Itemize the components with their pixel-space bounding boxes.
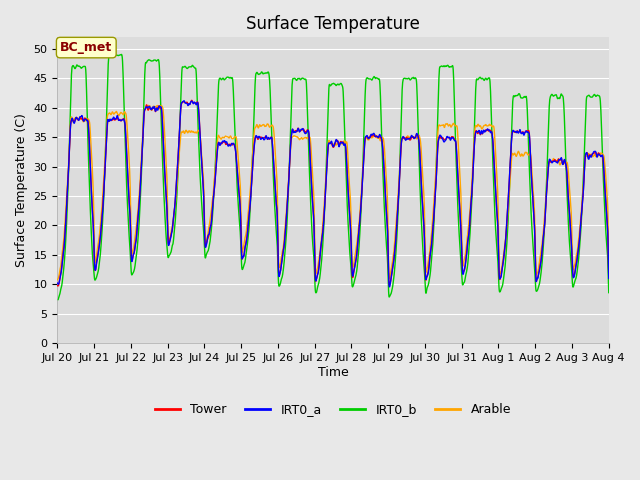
IRT0_a [349,272,357,277]
X-axis label: Time: Time [317,365,348,379]
Tower [188,97,196,103]
IRT0_b [118,51,125,57]
IRT0_b [605,290,612,296]
Tower [349,272,357,277]
Legend: Tower, IRT0_a, IRT0_b, Arable: Tower, IRT0_a, IRT0_b, Arable [150,398,516,421]
IRT0_a [54,280,61,286]
IRT0_a [605,276,612,281]
Tower [54,283,61,289]
Tower [494,220,502,226]
IRT0_a [207,219,215,225]
IRT0_b [572,276,580,282]
Arable [493,182,501,188]
Arable [605,256,612,262]
Tower [208,216,216,222]
Arable [556,162,564,168]
IRT0_b [54,297,61,302]
IRT0_a [362,135,369,141]
IRT0_b [362,86,369,92]
Tower [557,156,564,162]
Tower [362,135,369,141]
Tower [572,263,580,269]
Arable [362,136,369,142]
IRT0_a [385,284,393,290]
IRT0_b [208,224,216,229]
Arable [572,258,579,264]
Line: IRT0_a: IRT0_a [58,101,609,287]
Title: Surface Temperature: Surface Temperature [246,15,420,33]
IRT0_a [557,156,564,162]
Line: Arable: Arable [58,106,609,280]
Line: Tower: Tower [58,100,609,286]
IRT0_b [557,93,564,99]
Tower [54,283,61,288]
IRT0_b [54,297,61,303]
Y-axis label: Surface Temperature (C): Surface Temperature (C) [15,113,28,267]
IRT0_a [180,98,188,104]
Arable [207,207,215,213]
Arable [54,277,61,283]
Tower [605,275,612,280]
Arable [145,103,152,108]
Text: BC_met: BC_met [60,41,113,54]
IRT0_a [572,264,580,269]
Arable [349,264,357,270]
IRT0_b [349,282,357,288]
Line: IRT0_b: IRT0_b [58,54,609,300]
IRT0_b [494,255,502,261]
IRT0_a [494,219,502,225]
